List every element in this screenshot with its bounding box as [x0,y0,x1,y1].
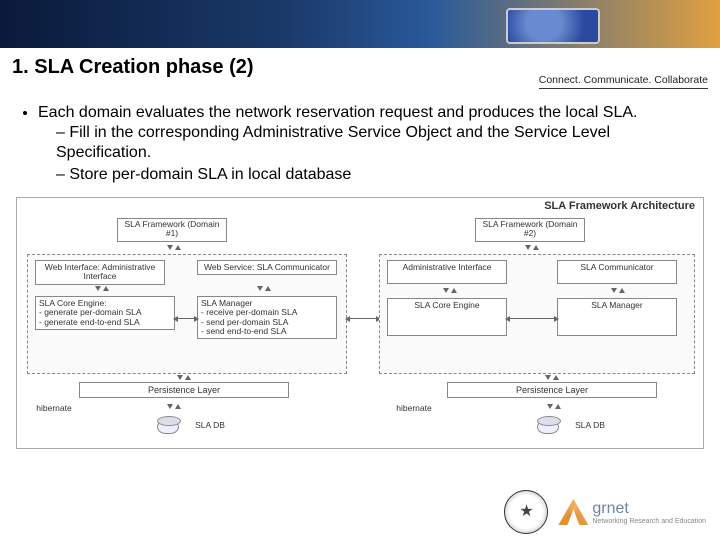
header-banner [0,0,720,48]
domain2-sla-manager: SLA Manager [557,298,677,336]
tagline-text: Connect. Communicate. Collaborate [539,74,708,89]
database-icon [537,420,559,434]
domain1-hibernate: hibernate [29,402,79,415]
domain2-admin-interface: Administrative Interface [387,260,507,284]
bullet-main-text: Each domain evaluates the network reserv… [38,104,637,121]
arrow-icon [533,245,539,250]
domain1-admin-interface: Web Interface: Administrative Interface [35,260,165,285]
domain1-sla-communicator: Web Service: SLA Communicator [197,260,337,275]
arrow-icon [547,404,553,409]
domain2-db-label: SLA DB [565,420,615,430]
sub-bullet-2: Store per-domain SLA in local database [56,165,696,185]
university-seal-icon [504,490,548,534]
footer: grnet Networking Research and Education [504,490,706,534]
domain1-persistence: Persistence Layer [79,382,289,398]
arrow-icon [443,288,449,293]
arrow-icon [95,286,101,291]
bullet-main: Each domain evaluates the network reserv… [38,103,696,185]
title-row: 1. SLA Creation phase (2) Connect. Commu… [0,48,720,93]
arrow-icon [167,245,173,250]
interdomain-arrow-icon [349,318,377,319]
arrow-icon [525,245,531,250]
domain2-hibernate: hibernate [389,402,439,415]
grnet-logo-sub: Networking Research and Education [592,518,706,525]
arrow-icon [545,375,551,380]
arrow-icon [175,245,181,250]
domain1-sla-manager: SLA Manager - receive per-domain SLA - s… [197,296,337,339]
sub-bullets: Fill in the corresponding Administrative… [38,123,696,185]
arrow-icon [451,288,457,293]
bidir-arrow-icon [509,318,555,319]
arrow-icon [185,375,191,380]
slide-title: 1. SLA Creation phase (2) [12,56,539,79]
bullet-list: Each domain evaluates the network reserv… [0,93,720,197]
domain2-header: SLA Framework (Domain #2) [475,218,585,242]
domain2-persistence: Persistence Layer [447,382,657,398]
bidir-arrow-icon [177,318,195,319]
arrow-icon [257,286,263,291]
architecture-diagram: SLA Framework Architecture SLA Framework… [16,197,704,449]
arrow-icon [175,404,181,409]
domain2-core-engine: SLA Core Engine [387,298,507,336]
domain1-core-engine: SLA Core Engine: - generate per-domain S… [35,296,175,330]
arrow-icon [265,286,271,291]
domain1-header: SLA Framework (Domain #1) [117,218,227,242]
diagram-title: SLA Framework Architecture [544,200,695,212]
database-icon [157,420,179,434]
domain2-sla-communicator: SLA Communicator [557,260,677,284]
sub-bullet-1: Fill in the corresponding Administrative… [56,123,696,163]
tagline: Connect. Communicate. Collaborate [539,74,708,89]
arrow-icon [103,286,109,291]
arrow-icon [553,375,559,380]
grnet-swoosh-icon [558,499,588,525]
arrow-icon [555,404,561,409]
arrow-icon [167,404,173,409]
arrow-icon [619,288,625,293]
domain1-db-label: SLA DB [185,420,235,430]
arrow-icon [177,375,183,380]
arrow-icon [611,288,617,293]
grnet-logo: grnet Networking Research and Education [558,499,706,525]
grnet-logo-text: grnet [592,500,706,518]
